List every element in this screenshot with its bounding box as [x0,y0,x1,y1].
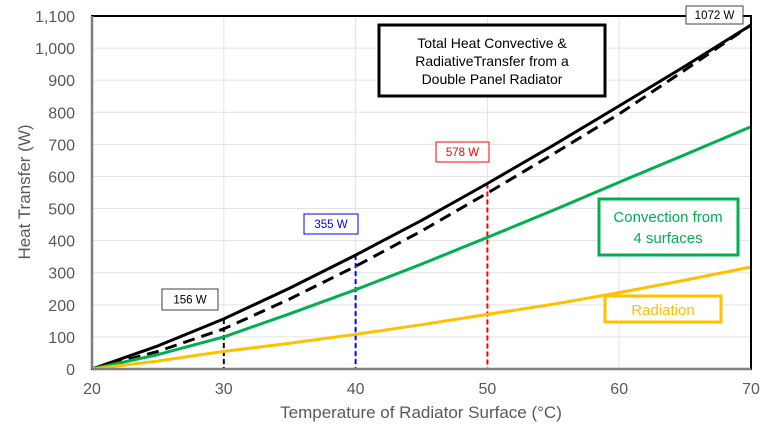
annotation-box [435,141,490,163]
y-tick-label: 1,100 [35,9,75,26]
x-tick-label: 20 [83,381,101,398]
y-tick-label: 200 [48,298,75,315]
annotation-50: 578 W [435,141,490,163]
chart-title-line-2: RadiativeTransfer from a [415,53,569,69]
y-tick-label: 700 [48,137,75,154]
series-line-total-dashed- [91,23,752,371]
y-tick-label: 400 [48,234,75,251]
x-tick-label: 50 [479,381,497,398]
legend-convection-line-1: Convection from [613,209,722,226]
series-line-radiation [91,265,752,371]
annotation-70: 1072 W [685,5,744,25]
x-tick-labels: 20 30 40 50 60 70 [83,381,760,398]
x-tick-label: 40 [347,381,365,398]
annotation-box [161,288,219,311]
y-tick-label: 800 [48,105,75,122]
y-tick-label: 500 [48,202,75,219]
annotation-label: 1072 W [695,10,735,22]
annotation-40: 355 W [303,213,359,235]
y-tick-label: 600 [48,169,75,186]
chart-title-box: Total Heat Convective & RadiativeTransfe… [377,23,607,98]
annotation-label: 355 W [314,219,347,231]
legend-convection-line-2: 4 surfaces [633,230,702,247]
x-tick-label: 60 [610,381,628,398]
series-lines [91,23,752,371]
x-tick-label: 70 [742,381,760,398]
axes [90,15,752,371]
y-tick-label: 300 [48,266,75,283]
x-tick-label: 30 [215,381,233,398]
y-axis-title: Heat Transfer (W) [15,124,34,259]
value-annotations: 156 W 355 W 578 W 1072 W [161,5,744,311]
annotation-label: 578 W [446,147,479,159]
chart-title-line-3: Double Panel Radiator [422,71,563,87]
y-tick-label: 900 [48,73,75,90]
series-line-total [91,23,752,371]
series-line-convection-from-4-surfaces [91,125,752,371]
chart-title-line-1: Total Heat Convective & [417,35,567,51]
y-tick-label: 100 [48,330,75,347]
legend-convection: Convection from 4 surfaces [597,197,740,257]
annotation-box [303,213,359,235]
x-axis-title: Temperature of Radiator Surface (°C) [280,403,562,422]
annotation-30: 156 W [161,288,219,311]
annotation-box [685,5,744,25]
y-tick-label: 0 [66,362,75,379]
legend-radiation: Radiation [603,294,723,324]
annotation-label: 156 W [173,295,206,307]
y-tick-label: 1,000 [35,41,75,58]
y-tick-labels: 0 100 200 300 400 500 600 700 800 900 1,000 1,100 [35,9,75,379]
legend-radiation-label: Radiation [631,302,694,319]
